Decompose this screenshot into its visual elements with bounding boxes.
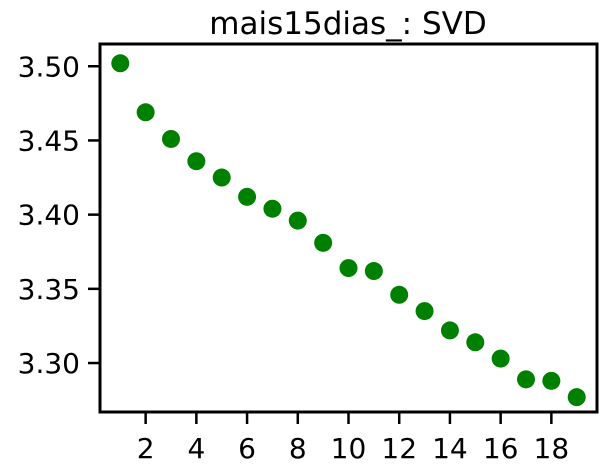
x-tick-label: 4 <box>187 432 205 465</box>
x-tick-label: 8 <box>289 432 307 465</box>
x-tick-label: 18 <box>534 432 570 465</box>
data-point <box>288 211 307 230</box>
x-tick-label: 6 <box>238 432 256 465</box>
plot-frame <box>98 42 599 414</box>
data-point <box>415 302 434 321</box>
y-tick-label: 3.30 <box>18 347 80 380</box>
data-point <box>263 199 282 218</box>
x-tick-label: 2 <box>137 432 155 465</box>
x-tick-label: 14 <box>432 432 468 465</box>
data-point <box>364 262 383 281</box>
data-point <box>567 388 586 407</box>
y-tick-label: 3.40 <box>18 199 80 232</box>
x-tick-label: 10 <box>331 432 367 465</box>
data-point <box>440 321 459 340</box>
y-tick-label: 3.35 <box>18 273 80 306</box>
data-points <box>111 54 586 407</box>
data-point <box>212 168 231 187</box>
axis-ticks: 2 4 6 8 10 12 14 16 18 3.30 3.35 3.40 3.45 3.50 <box>18 50 570 465</box>
data-point <box>491 349 510 368</box>
y-tick-label: 3.50 <box>18 50 80 83</box>
data-point <box>238 187 257 206</box>
data-point <box>136 103 155 122</box>
data-point <box>187 152 206 171</box>
data-point <box>542 371 561 390</box>
data-point <box>162 129 180 148</box>
y-tick-label: 3.45 <box>18 124 80 157</box>
chart-title: mais15dias_: SVD <box>209 6 486 42</box>
data-point <box>111 54 130 73</box>
x-tick-label: 12 <box>381 432 417 465</box>
data-point <box>314 233 333 252</box>
data-point <box>339 259 358 278</box>
x-tick-label: 16 <box>483 432 519 465</box>
data-point <box>466 333 485 352</box>
data-point <box>390 285 409 304</box>
data-point <box>517 370 535 389</box>
